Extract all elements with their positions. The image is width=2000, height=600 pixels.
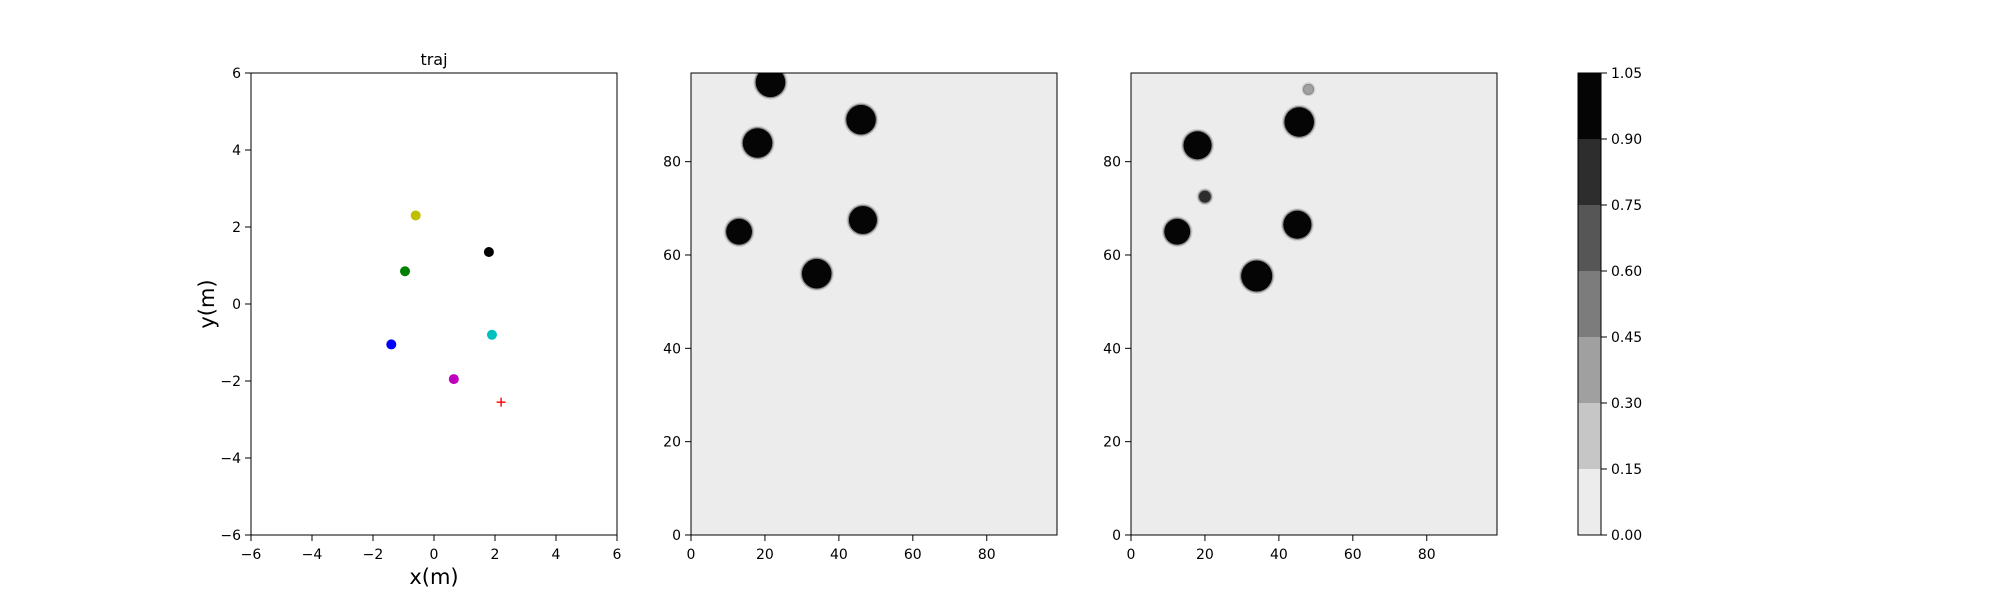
y-tick-label: 2 — [232, 220, 241, 236]
scatter-points — [386, 210, 506, 407]
x-tick-label: −4 — [302, 547, 323, 563]
colorbar-frame — [1577, 72, 1602, 536]
obstacle-blob — [1161, 216, 1193, 248]
x-axis-ticks: 0 20 40 60 80 — [687, 535, 996, 563]
obstacle-blob — [1280, 208, 1314, 242]
obstacle-blob — [1301, 82, 1316, 97]
colorbar-band — [1578, 73, 1601, 139]
map-panel-b: 0 20 40 60 80 0 20 40 60 80 — [1103, 72, 1498, 563]
x-axis-label: x(m) — [409, 565, 458, 589]
y-tick-label: 20 — [663, 435, 681, 451]
x-tick-label: 60 — [1344, 547, 1362, 563]
map-blobs — [1161, 82, 1317, 295]
colorbar-tick-label: 0.15 — [1611, 462, 1642, 478]
x-tick-label: 0 — [687, 547, 696, 563]
y-tick-label: 40 — [663, 341, 681, 357]
colorbar-band — [1578, 337, 1601, 403]
scatter-point — [386, 339, 397, 350]
obstacle-blob — [843, 102, 879, 137]
colorbar-tick-label: 0.60 — [1611, 264, 1642, 280]
plot-frame — [250, 72, 618, 536]
traj-panel: traj −6 −4 −2 0 2 4 6 −6 −4 −2 0 2 4 6 x(m) y(m) — [195, 50, 622, 589]
colorbar-tick-label: 0.00 — [1611, 528, 1642, 544]
colorbar-tick-label: 0.75 — [1611, 198, 1642, 214]
y-tick-label: −2 — [220, 374, 241, 390]
obstacle-blob — [1180, 128, 1215, 162]
scatter-point — [448, 374, 459, 385]
obstacle-blob — [753, 73, 788, 100]
x-tick-label: 40 — [1270, 547, 1288, 563]
x-tick-label: −6 — [241, 547, 262, 563]
x-tick-label: 80 — [1418, 547, 1436, 563]
y-tick-label: 80 — [663, 155, 681, 171]
x-tick-label: 4 — [552, 547, 561, 563]
scatter-point — [486, 329, 497, 340]
y-axis-ticks: −6 −4 −2 0 2 4 6 — [220, 66, 251, 544]
y-tick-label: 20 — [1103, 435, 1121, 451]
colorbar-band — [1578, 205, 1601, 271]
y-tick-label: −6 — [220, 528, 241, 544]
colorbar-band — [1578, 271, 1601, 337]
colorbar-tick-label: 0.30 — [1611, 396, 1642, 412]
y-axis-label: y(m) — [195, 279, 219, 328]
plot-frame — [690, 72, 1058, 536]
x-tick-label: 20 — [1196, 547, 1214, 563]
colorbar: 0.00 0.15 0.30 0.45 0.60 0.75 0.90 1.05 — [1577, 66, 1642, 544]
colorbar-tick-label: 1.05 — [1611, 66, 1642, 82]
x-axis-ticks: 0 20 40 60 80 — [1127, 535, 1436, 563]
y-tick-label: 0 — [1112, 528, 1121, 544]
y-tick-label: −4 — [220, 451, 241, 467]
obstacle-blob — [723, 216, 755, 248]
colorbar-tick-label: 0.90 — [1611, 132, 1642, 148]
x-tick-label: 6 — [613, 547, 622, 563]
y-tick-label: 60 — [663, 248, 681, 264]
x-tick-label: −2 — [363, 547, 384, 563]
y-tick-label: 4 — [232, 143, 241, 159]
scatter-point — [483, 247, 494, 258]
colorbar-tick-label: 0.45 — [1611, 330, 1642, 346]
x-tick-label: 40 — [830, 547, 848, 563]
y-axis-ticks: 0 20 40 60 80 — [1103, 155, 1131, 544]
x-tick-label: 60 — [904, 547, 922, 563]
x-axis-ticks: −6 −4 −2 0 2 4 6 — [241, 535, 622, 563]
colorbar-ticks: 0.00 0.15 0.30 0.45 0.60 0.75 0.90 1.05 — [1601, 66, 1642, 544]
x-tick-label: 80 — [978, 547, 996, 563]
y-tick-label: 0 — [232, 297, 241, 313]
obstacle-blob — [846, 203, 880, 237]
plot-frame — [1130, 72, 1498, 536]
map-panel-a: 0 20 40 60 80 0 20 40 60 80 — [663, 72, 1058, 563]
x-tick-label: 0 — [430, 547, 439, 563]
y-axis-ticks: 0 20 40 60 80 — [663, 155, 691, 544]
colorbar-band — [1578, 469, 1601, 535]
map-blobs — [723, 73, 880, 291]
chart-title: traj — [420, 50, 447, 69]
scatter-point — [400, 266, 411, 277]
x-tick-label: 0 — [1127, 547, 1136, 563]
y-tick-label: 40 — [1103, 341, 1121, 357]
obstacle-blob — [1238, 257, 1275, 295]
scatter-point — [410, 210, 421, 221]
colorbar-band — [1578, 139, 1601, 205]
colorbar-bands — [1578, 73, 1601, 535]
obstacle-blob — [1196, 188, 1214, 206]
y-tick-label: 0 — [672, 528, 681, 544]
colorbar-band — [1578, 403, 1601, 469]
obstacle-blob — [740, 125, 775, 161]
obstacle-blob — [799, 256, 834, 291]
y-tick-label: 6 — [232, 66, 241, 82]
obstacle-blob — [1281, 104, 1317, 140]
x-tick-label: 2 — [491, 547, 500, 563]
y-tick-label: 80 — [1103, 155, 1121, 171]
x-tick-label: 20 — [756, 547, 774, 563]
goal-marker — [496, 397, 506, 407]
y-tick-label: 60 — [1103, 248, 1121, 264]
